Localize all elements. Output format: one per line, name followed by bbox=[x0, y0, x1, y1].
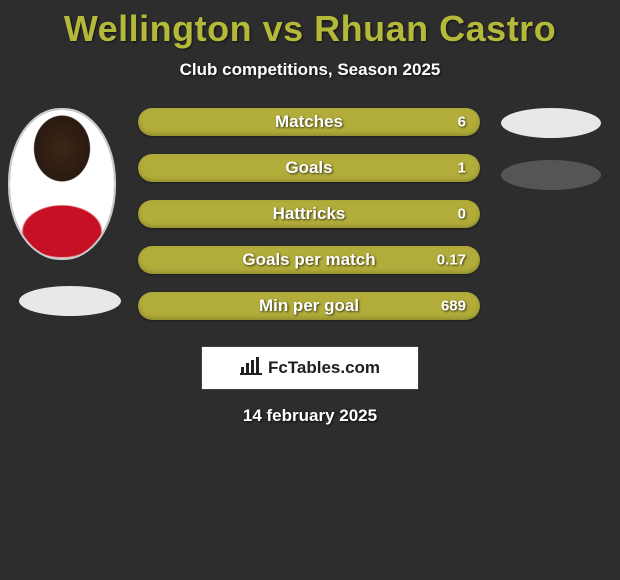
brand-badge: FcTables.com bbox=[201, 346, 419, 390]
stat-oval-left bbox=[19, 286, 121, 316]
stat-value: 6 bbox=[458, 114, 466, 131]
brand-text: FcTables.com bbox=[268, 358, 380, 378]
page-subtitle: Club competitions, Season 2025 bbox=[0, 60, 620, 80]
comparison-card: Wellington vs Rhuan Castro Club competit… bbox=[0, 0, 620, 580]
stat-label: Matches bbox=[138, 112, 480, 132]
stat-bar-goals-per-match: Goals per match 0.17 bbox=[138, 246, 480, 274]
stat-bar-matches: Matches 6 bbox=[138, 108, 480, 136]
stat-bar-hattricks: Hattricks 0 bbox=[138, 200, 480, 228]
stat-bars: Matches 6 Goals 1 Hattricks 0 Goals per … bbox=[138, 108, 480, 338]
stat-value: 0.17 bbox=[437, 252, 466, 269]
date-caption: 14 february 2025 bbox=[0, 406, 620, 426]
avatar-placeholder-icon bbox=[10, 110, 114, 258]
stat-label: Hattricks bbox=[138, 204, 480, 224]
stat-label: Goals bbox=[138, 158, 480, 178]
stat-label: Min per goal bbox=[138, 296, 480, 316]
bar-chart-icon bbox=[240, 357, 262, 380]
stat-oval-right-1 bbox=[501, 108, 601, 138]
stat-value: 0 bbox=[458, 206, 466, 223]
stat-label: Goals per match bbox=[138, 250, 480, 270]
stat-oval-right-2 bbox=[501, 160, 601, 190]
stat-value: 1 bbox=[458, 160, 466, 177]
stat-bar-goals: Goals 1 bbox=[138, 154, 480, 182]
stat-value: 689 bbox=[441, 298, 466, 315]
page-title: Wellington vs Rhuan Castro bbox=[0, 0, 620, 50]
stat-bar-min-per-goal: Min per goal 689 bbox=[138, 292, 480, 320]
player-avatar-left bbox=[8, 108, 116, 260]
